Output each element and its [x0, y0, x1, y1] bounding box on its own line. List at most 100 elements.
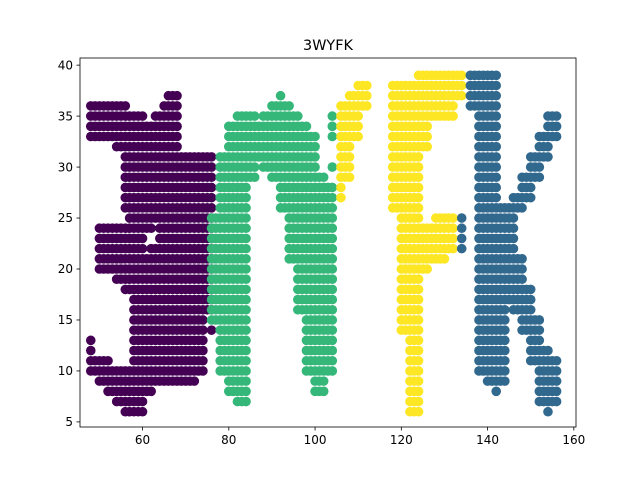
scatter-point	[413, 203, 424, 213]
axis-ticks: 60 80 100 120 140 160 5 10 15 20 25 30 35 40	[58, 58, 586, 447]
scatter-point	[543, 345, 553, 356]
scatter-point	[327, 264, 338, 274]
scatter-point	[327, 284, 338, 295]
scatter-point	[413, 304, 424, 315]
scatter-point	[137, 111, 148, 121]
scatter-point	[327, 162, 338, 172]
scatter-point	[448, 213, 458, 223]
scatter-point	[456, 243, 467, 254]
scatter-point	[120, 101, 131, 111]
scatter-point	[327, 304, 338, 315]
scatter-point	[448, 101, 458, 111]
scatter-point	[491, 111, 502, 121]
scatter-point	[275, 90, 286, 101]
scatter-point	[500, 376, 510, 386]
scatter-point	[327, 182, 338, 193]
scatter-point	[551, 111, 562, 121]
scatter-point	[137, 396, 148, 407]
scatter-point	[85, 345, 96, 356]
scatter-point	[362, 90, 372, 101]
scatter-point	[241, 274, 251, 285]
scatter-point	[491, 386, 502, 397]
scatter-point	[103, 355, 113, 366]
scatter-point	[206, 162, 217, 172]
scatter-point	[198, 345, 208, 356]
scatter-point	[241, 386, 251, 397]
scatter-point	[517, 203, 527, 213]
y-tick-label: 35	[58, 109, 73, 123]
scatter-point	[491, 80, 502, 91]
scatter-point	[85, 335, 96, 346]
scatter-point	[413, 366, 424, 376]
scatter-point	[353, 121, 363, 132]
scatter-point	[336, 182, 346, 193]
scatter-point	[413, 284, 424, 295]
x-tick-label: 100	[304, 433, 327, 447]
scatter-point	[249, 111, 260, 121]
scatter-point	[413, 182, 424, 193]
scatter-point	[327, 131, 338, 142]
scatter-point	[172, 131, 182, 142]
scatter-point	[525, 284, 536, 295]
scatter-point	[206, 203, 217, 213]
scatter-point	[508, 223, 519, 234]
scatter-point	[422, 121, 433, 132]
scatter-point	[413, 213, 424, 223]
scatter-point	[327, 294, 338, 305]
scatter-point	[413, 406, 424, 417]
y-tick-label: 30	[58, 160, 73, 174]
scatter-point	[327, 315, 338, 325]
scatter-point	[146, 223, 156, 234]
scatter-point	[456, 90, 467, 101]
scatter-points	[85, 70, 562, 417]
scatter-point	[491, 152, 502, 162]
scatter-point	[491, 182, 502, 193]
scatter-point	[362, 80, 372, 91]
scatter-point	[293, 111, 303, 121]
scatter-point	[172, 121, 182, 132]
scatter-point	[491, 121, 502, 132]
scatter-point	[508, 233, 519, 244]
scatter-point	[508, 243, 519, 254]
scatter-point	[327, 223, 338, 234]
scatter-point	[551, 355, 562, 366]
scatter-point	[551, 376, 562, 386]
scatter-point	[189, 376, 200, 386]
scatter-point	[206, 325, 217, 335]
scatter-point	[353, 111, 363, 121]
scatter-point	[413, 152, 424, 162]
scatter-point	[413, 396, 424, 407]
scatter-point	[318, 386, 329, 397]
scatter-point	[327, 203, 338, 213]
scatter-point	[241, 304, 251, 315]
scatter-point	[456, 233, 467, 244]
scatter-point	[198, 325, 208, 335]
chart-title: 3WYFK	[303, 38, 353, 54]
scatter-point	[413, 274, 424, 285]
scatter-point	[413, 376, 424, 386]
scatter-point	[137, 406, 148, 417]
scatter-point	[551, 131, 562, 142]
scatter-point	[344, 162, 355, 172]
x-tick-label: 120	[390, 433, 413, 447]
scatter-point	[137, 243, 148, 254]
x-tick-label: 160	[562, 433, 585, 447]
scatter-point	[327, 274, 338, 285]
scatter-point	[517, 254, 527, 264]
scatter-point	[137, 233, 148, 244]
scatter-point	[198, 335, 208, 346]
y-tick-label: 40	[58, 58, 73, 72]
scatter-point	[500, 304, 510, 315]
scatter-point	[534, 162, 545, 172]
scatter-point	[284, 101, 294, 111]
scatter-point	[241, 213, 251, 223]
scatter-point	[525, 192, 536, 203]
y-tick-label: 15	[58, 313, 73, 327]
scatter-point	[413, 386, 424, 397]
scatter-point	[456, 213, 467, 223]
scatter-point	[249, 172, 260, 183]
scatter-point	[318, 172, 329, 183]
scatter-point	[198, 355, 208, 366]
scatter-point	[500, 355, 510, 366]
scatter-point	[206, 192, 217, 203]
